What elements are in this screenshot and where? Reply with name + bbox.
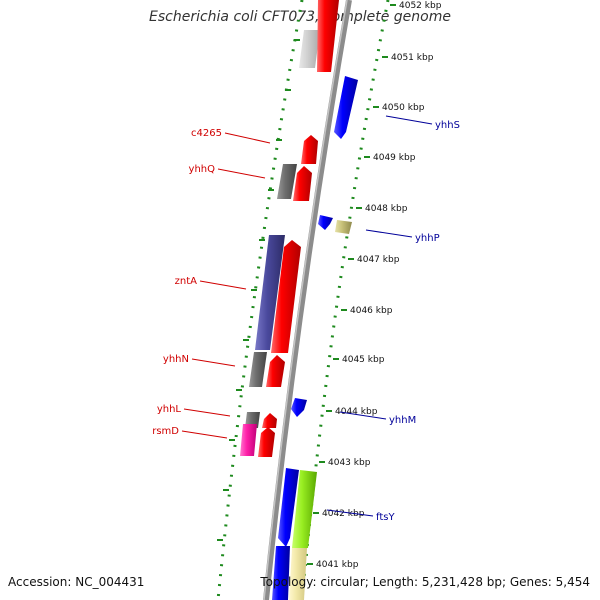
gene-label-yhhP: yhhP <box>415 233 440 244</box>
gene-yhhP <box>318 215 333 230</box>
gene-block-cream-bottom <box>289 548 307 600</box>
gene-label-zntA: zntA <box>175 276 198 287</box>
accession-label: Accession: NC_004431 <box>8 575 145 589</box>
topology-label: Topology: circular; Length: 5,231,428 bp… <box>260 575 590 589</box>
gene-label-yhhL: yhhL <box>157 404 182 415</box>
gene-block-pink-rsmd <box>240 424 257 456</box>
ruler-label: 4049 kbp <box>373 153 416 163</box>
gene-label-leader <box>217 168 266 179</box>
gene-label-c4265: c4265 <box>191 128 222 139</box>
gene-label-leader <box>326 509 374 517</box>
ruler-label: 4045 kbp <box>342 355 385 365</box>
gene-block-gray-yhhq <box>277 164 297 199</box>
backbone-highlight <box>263 0 348 600</box>
ruler-label: 4051 kbp <box>391 53 434 63</box>
gene-label-leader <box>181 430 228 439</box>
gene-yhhQ <box>293 166 312 201</box>
gene-block-purple-znta <box>255 235 285 350</box>
outer-dotted-arc <box>216 0 304 600</box>
outer-scale-dashes <box>217 39 300 541</box>
gene-label-leader <box>199 280 247 290</box>
gene-label-leader <box>183 408 231 417</box>
gene-label-leader <box>224 132 271 144</box>
genome-backbone <box>263 0 352 600</box>
gene-block-gray-yhhn <box>249 352 267 387</box>
gene-label-yhhS: yhhS <box>435 120 460 131</box>
ruler-label: 4046 kbp <box>350 306 393 316</box>
gene-labels: c4265 yhhQ zntA yhhN yhhL rsmD yhhS yhhP yhhM fts… <box>152 115 460 523</box>
gene-block-gray-top <box>299 30 320 68</box>
gene-block-olive-yhhp <box>335 220 352 234</box>
gene-label-ftsY: ftsY <box>376 512 395 523</box>
ruler-label: 4050 kbp <box>382 103 425 113</box>
gene-label-yhhM: yhhM <box>389 415 416 426</box>
gene-label-yhhQ: yhhQ <box>189 164 216 175</box>
gene-reverse-lower <box>278 468 299 547</box>
gene-forward-top <box>317 0 339 72</box>
gene-label-rsmD: rsmD <box>152 426 179 437</box>
ruler-label: 4044 kbp <box>335 407 378 417</box>
ruler-label: 4052 kbp <box>399 1 442 11</box>
gene-label-leader <box>385 115 433 125</box>
gene-label-leader <box>191 358 236 367</box>
gene-label-leader <box>365 229 413 238</box>
gene-ftsY <box>292 470 317 548</box>
ruler-label: 4042 kbp <box>322 509 365 519</box>
gene-yhhL <box>262 413 277 428</box>
ruler-label: 4047 kbp <box>357 255 400 265</box>
gene-reverse-bottom <box>272 546 290 600</box>
kbp-ruler: 4052 kbp 4051 kbp 4050 kbp 4049 kbp 4048 kbp… <box>307 1 442 570</box>
ruler-label: 4043 kbp <box>328 458 371 468</box>
map-title: Escherichia coli CFT073, complete genome <box>149 9 451 25</box>
gene-zntA <box>271 240 301 353</box>
gene-label-yhhN: yhhN <box>163 354 189 365</box>
gene-c4265 <box>301 135 318 164</box>
gene-yhhS <box>334 76 358 139</box>
gene-yhhN <box>266 355 285 387</box>
gene-label-leader <box>339 411 387 420</box>
ruler-label: 4041 kbp <box>316 560 359 570</box>
ruler-label: 4048 kbp <box>365 204 408 214</box>
gene-yhhM <box>291 398 307 417</box>
gene-rsmD <box>258 427 275 457</box>
